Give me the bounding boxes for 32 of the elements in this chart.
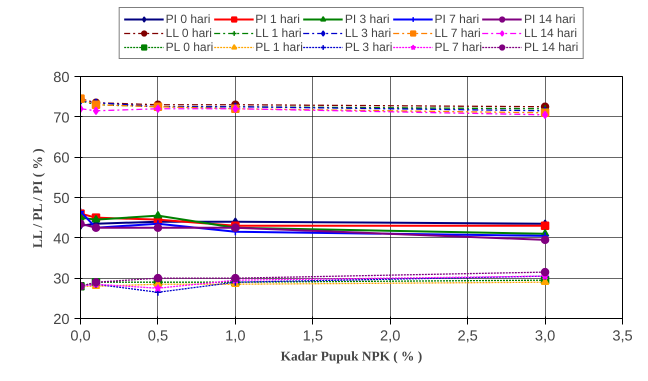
y-tick-label: 70 (53, 110, 70, 126)
y-tick-label: 80 (53, 70, 70, 86)
y-axis-title: LL / PL / PI ( % ) (30, 148, 46, 248)
y-tick-label: 50 (53, 191, 70, 207)
x-tick-label: 1,5 (302, 328, 323, 344)
legend-label: PL 3 hari (344, 40, 392, 54)
legend-label: PI 7 hari (434, 12, 480, 26)
legend-label: PL 0 hari (166, 40, 214, 54)
x-tick-label: 2,0 (380, 328, 400, 344)
legend-label: LL 1 hari (255, 26, 302, 40)
y-tick-label: 40 (53, 231, 70, 248)
legend-label: LL 3 hari (344, 26, 392, 40)
legend-label: PL 7 hari (434, 40, 482, 54)
x-axis-title: Kadar Pupuk NPK ( % ) (280, 348, 422, 364)
legend-label: PI 1 hari (255, 12, 300, 26)
x-tick-label: 1,0 (225, 328, 246, 344)
y-tick-label: 60 (53, 150, 70, 167)
x-tick-label: 0,0 (70, 328, 91, 344)
legend-label: LL 7 hari (434, 26, 481, 40)
legend-label: LL 0 hari (166, 26, 212, 40)
x-tick-label: 0,5 (148, 328, 168, 344)
y-tick-label: 30 (53, 272, 70, 288)
x-tick-label: 2,5 (457, 328, 478, 344)
x-tick-label: 3,5 (612, 328, 633, 344)
y-tick-label: 20 (53, 312, 70, 328)
legend-label: PI 0 hari (166, 12, 210, 26)
legend-label: PI 14 hari (524, 12, 576, 26)
legend-label: LL 14 hari (524, 26, 577, 40)
legend-label: PL 1 hari (255, 40, 303, 54)
legend-label: PI 3 hari (344, 12, 390, 26)
x-tick-label: 3,0 (534, 328, 556, 344)
legend-label: PL 14 hari (524, 40, 578, 54)
